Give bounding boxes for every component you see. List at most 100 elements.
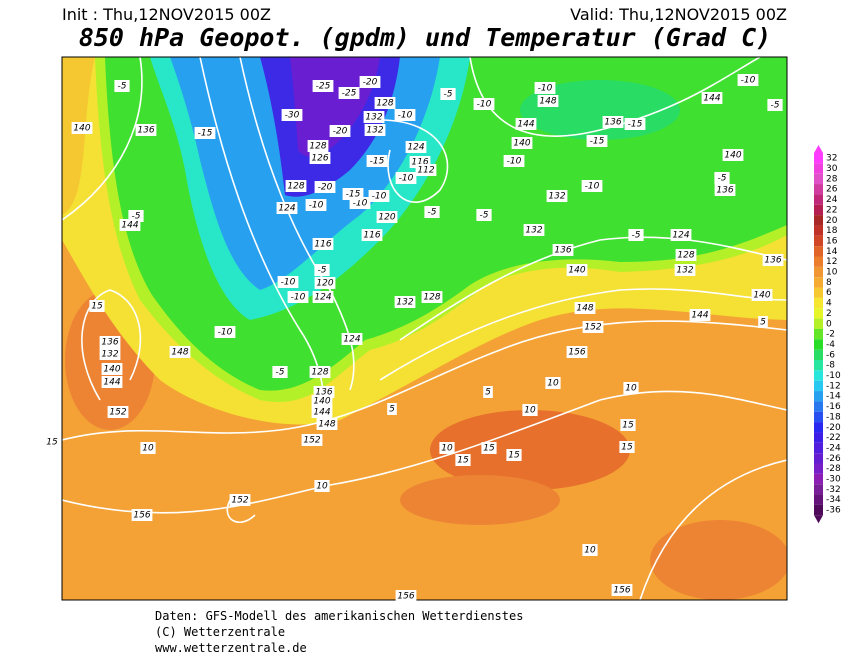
contour-label-box (714, 172, 730, 184)
contour-label: -5 (632, 231, 641, 241)
contour-label: 128 (309, 142, 326, 152)
contour-label: -15 (370, 157, 385, 167)
contour-label: 120 (316, 279, 333, 289)
contour-label: -5 (276, 368, 285, 378)
contour-label-box (311, 406, 333, 418)
contour-label: 144 (121, 221, 138, 231)
colorbar-swatch (814, 308, 823, 319)
contour-label-box (701, 92, 723, 104)
contour-label: 116 (363, 231, 380, 241)
contour-label-box (99, 348, 121, 360)
colorbar-label: 18 (826, 226, 838, 236)
contour-label: 132 (366, 126, 383, 136)
contour-label: -10 (372, 192, 387, 202)
contour-label-box (737, 74, 759, 86)
contour-label: 132 (396, 298, 413, 308)
contour-label-box (329, 125, 351, 137)
contour-label-box (566, 264, 588, 276)
colorbar-swatch (814, 494, 823, 505)
contour-label-box (229, 494, 251, 506)
contour-label-box (628, 229, 644, 241)
colorbar-label: 16 (826, 236, 838, 246)
contour-label-box (277, 276, 299, 288)
contour-label-box (131, 509, 153, 521)
colorbar-swatch (814, 484, 823, 495)
contour-label: -20 (363, 78, 378, 88)
colorbar-label: -14 (826, 392, 841, 402)
colorbar-swatch (814, 194, 823, 205)
colorbar-label: -4 (826, 340, 835, 350)
colorbar-swatch (814, 225, 823, 236)
contour-label: 128 (423, 293, 440, 303)
contour-label: -10 (507, 157, 522, 167)
contour-label-box (624, 118, 646, 130)
contour-label-box (758, 316, 768, 328)
colorbar-label: 20 (826, 216, 838, 226)
contour-label: 136 (604, 118, 621, 128)
colorbar-swatch (814, 463, 823, 474)
contour-label: 15 (46, 438, 58, 448)
contour-label-box (44, 436, 60, 448)
contour-label: 152 (109, 408, 126, 418)
colorbar-label: -34 (826, 495, 841, 505)
colorbar-swatch (814, 266, 823, 278)
colorbar-label: -28 (826, 464, 841, 474)
contour-label-box (586, 135, 608, 147)
contour-label: -5 (718, 174, 727, 184)
footer-line: (C) Wetterzentrale (155, 625, 285, 639)
contour-label-box (674, 264, 696, 276)
contour-label: -10 (741, 76, 756, 86)
colorbar-swatch (814, 422, 823, 433)
colorbar-swatch (814, 173, 823, 185)
colorbar-label: 26 (826, 185, 838, 195)
colorbar-label: -12 (826, 381, 841, 391)
contour-label: 144 (703, 94, 720, 104)
contour-label-box (276, 202, 298, 214)
contour-label-box (552, 244, 574, 256)
map (62, 57, 787, 600)
contour-label-box (582, 544, 598, 556)
contour-label-box (114, 80, 130, 92)
contour-label: 156 (133, 511, 150, 521)
contour-label-box (140, 442, 156, 454)
colorbar-swatch (814, 256, 823, 267)
contour-label: 128 (311, 368, 328, 378)
contour-label-box (214, 326, 236, 338)
colorbar-label: 10 (826, 268, 838, 278)
contour-label-box (194, 127, 216, 139)
contour-label: -20 (318, 183, 333, 193)
contour-label-box (71, 122, 93, 134)
contour-label: -15 (198, 129, 213, 139)
contour-label-box (285, 180, 307, 192)
colorbar-swatch (814, 370, 823, 381)
contour-label: 15 (483, 444, 495, 454)
contour-label-box (405, 141, 427, 153)
contour-label-box (307, 140, 329, 152)
colorbar-label: 22 (826, 205, 837, 215)
contour-label: 116 (411, 158, 428, 168)
contour-label-box (582, 321, 604, 333)
contour-label-box (395, 172, 417, 184)
colorbar: 32302826242220181614121086420-2-4-6-8-10… (814, 145, 841, 524)
contour-label: 124 (314, 293, 331, 303)
contour-label-box (314, 480, 330, 492)
map-frame (61, 56, 788, 601)
contour-label-box (537, 95, 559, 107)
colorbar-swatch (814, 411, 823, 423)
contour-label-box (476, 209, 492, 221)
colorbar-label: -36 (826, 506, 841, 516)
colorbar-swatch (814, 432, 823, 443)
contour-label: 132 (365, 113, 382, 123)
contour-label: -5 (480, 211, 489, 221)
contour-label-box (545, 377, 561, 389)
contour-label: -20 (333, 127, 348, 137)
colorbar-swatch (814, 442, 823, 454)
contour-label-box (107, 406, 129, 418)
contour-label-box (387, 403, 397, 415)
contour-label-box (135, 124, 157, 136)
contour-label: 136 (716, 186, 733, 196)
contour-label: -5 (118, 82, 127, 92)
contour-label: 112 (417, 166, 434, 176)
colorbar-swatch (814, 235, 823, 247)
